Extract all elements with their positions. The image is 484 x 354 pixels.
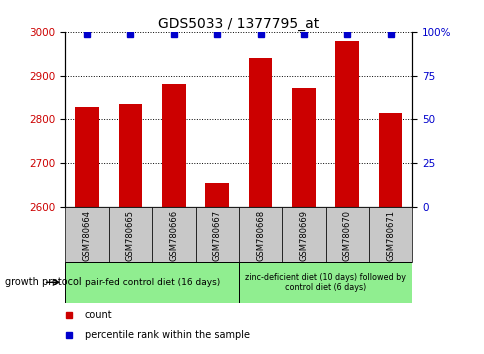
- Text: GSM780670: GSM780670: [342, 210, 351, 261]
- Text: GSM780664: GSM780664: [82, 210, 91, 261]
- Bar: [75, 107, 99, 207]
- Text: GSM780669: GSM780669: [299, 210, 308, 261]
- Text: percentile rank within the sample: percentile rank within the sample: [84, 330, 249, 339]
- Bar: [291, 88, 315, 207]
- Bar: [65, 207, 108, 262]
- Bar: [195, 207, 239, 262]
- Bar: [334, 41, 359, 207]
- Text: GSM780665: GSM780665: [126, 210, 135, 261]
- Bar: [65, 262, 238, 303]
- Bar: [368, 207, 411, 262]
- Bar: [238, 207, 282, 262]
- Bar: [238, 262, 411, 303]
- Bar: [282, 207, 325, 262]
- Text: GSM780666: GSM780666: [169, 210, 178, 261]
- Bar: [205, 183, 228, 207]
- Text: zinc-deficient diet (10 days) followed by
control diet (6 days): zinc-deficient diet (10 days) followed b…: [244, 273, 405, 292]
- Bar: [108, 207, 152, 262]
- Text: growth protocol: growth protocol: [5, 277, 81, 287]
- Text: count: count: [84, 310, 112, 320]
- Bar: [152, 207, 195, 262]
- Bar: [162, 84, 185, 207]
- Text: GSM780668: GSM780668: [256, 210, 264, 261]
- Bar: [248, 58, 272, 207]
- Text: GSM780671: GSM780671: [385, 210, 394, 261]
- Bar: [118, 104, 142, 207]
- Text: GSM780667: GSM780667: [212, 210, 221, 261]
- Title: GDS5033 / 1377795_at: GDS5033 / 1377795_at: [158, 17, 319, 31]
- Bar: [378, 113, 402, 207]
- Text: pair-fed control diet (16 days): pair-fed control diet (16 days): [84, 278, 219, 287]
- Bar: [325, 207, 368, 262]
